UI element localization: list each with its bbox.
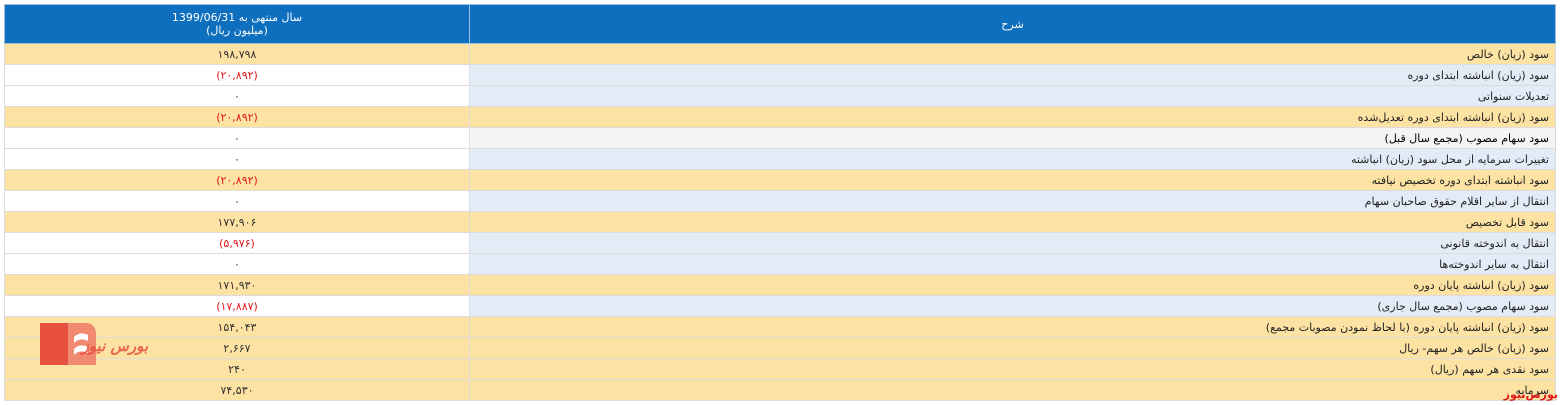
row-value: ۱۷۷,۹۰۶: [4, 211, 470, 233]
profit-distribution-table: سال منتهی به 1399/06/31 (میلیون ریال) شر…: [4, 4, 1556, 401]
row-description: سود قابل تخصیص: [469, 211, 1556, 233]
row-description: سود سهام مصوب (مجمع سال قبل): [469, 127, 1556, 149]
row-description: سود نقدی هر سهم (ریال): [469, 358, 1556, 380]
row-description: سود (زیان) انباشته پایان دوره: [469, 274, 1556, 296]
table-row: (۲۰,۸۹۲) سود (زیان) انباشته ابتدای دوره ت…: [4, 106, 1556, 128]
row-value: ۱۷۱,۹۳۰: [4, 274, 470, 296]
table-header-row: سال منتهی به 1399/06/31 (میلیون ریال) شر…: [4, 4, 1556, 44]
table-row: (۱۷,۸۸۷) سود سهام مصوب (مجمع سال جاری): [4, 295, 1556, 317]
row-description: سود (زیان) خالص هر سهم- ریال: [469, 337, 1556, 359]
value-column-header-line1: سال منتهی به 1399/06/31: [171, 11, 303, 24]
row-value: ۰: [4, 148, 470, 170]
table-row: ۲,۶۶۷ سود (زیان) خالص هر سهم- ریال: [4, 337, 1556, 359]
table-row: ۱۷۱,۹۳۰ سود (زیان) انباشته پایان دوره: [4, 274, 1556, 296]
table-row: (۵,۹۷۶) انتقال به اندوخته قانونی: [4, 232, 1556, 254]
table-row: ۱۷۷,۹۰۶ سود قابل تخصیص: [4, 211, 1556, 233]
table-row: (۲۰,۸۹۲) سود انباشته ابتدای دوره تخصیص نی…: [4, 169, 1556, 191]
table-row: (۲۰,۸۹۲) سود (زیان) انباشته ابتدای دوره: [4, 64, 1556, 86]
row-value: ۱۹۸,۷۹۸: [4, 43, 470, 65]
row-value: ۲۴۰: [4, 358, 470, 380]
row-description: سود (زیان) انباشته ابتدای دوره: [469, 64, 1556, 86]
row-value: (۲۰,۸۹۲): [4, 169, 470, 191]
table-row: ۷۴,۵۳۰ سرمایه: [4, 379, 1556, 401]
table-row: ۱۹۸,۷۹۸ سود (زیان) خالص: [4, 43, 1556, 65]
watermark-text: بورس‌نیوز: [1503, 388, 1558, 401]
row-description: تعدیلات سنواتی: [469, 85, 1556, 107]
description-column-header: شرح: [469, 4, 1556, 44]
boursenews-logo: بورس نیوز: [40, 323, 149, 365]
row-value: (۵,۹۷۶): [4, 232, 470, 254]
logo-mark-icon: [40, 323, 96, 365]
row-description: انتقال از سایر اقلام حقوق صاحبان سهام: [469, 190, 1556, 212]
row-value: ۷۴,۵۳۰: [4, 379, 470, 401]
row-description: انتقال به اندوخته قانونی: [469, 232, 1556, 254]
row-value: ۰: [4, 253, 470, 275]
row-description: سرمایه: [469, 379, 1556, 401]
value-column-header: سال منتهی به 1399/06/31 (میلیون ریال): [4, 4, 470, 44]
row-value: (۲۰,۸۹۲): [4, 106, 470, 128]
row-value: ۰: [4, 190, 470, 212]
table-row: ۰ سود سهام مصوب (مجمع سال قبل): [4, 127, 1556, 149]
row-description: سود انباشته ابتدای دوره تخصیص نیافته: [469, 169, 1556, 191]
row-description: سود (زیان) انباشته پایان دوره (با لحاظ ن…: [469, 316, 1556, 338]
row-value: ۱۵۴,۰۴۳: [4, 316, 470, 338]
row-description: انتقال به سایر اندوخته‌ها: [469, 253, 1556, 275]
table-row: ۰ انتقال به سایر اندوخته‌ها: [4, 253, 1556, 275]
table-row: ۱۵۴,۰۴۳ سود (زیان) انباشته پایان دوره (با…: [4, 316, 1556, 338]
logo-text: بورس نیوز: [80, 337, 149, 355]
table-row: ۰ تعدیلات سنواتی: [4, 85, 1556, 107]
row-value: (۱۷,۸۸۷): [4, 295, 470, 317]
value-column-header-line2: (میلیون ریال): [206, 24, 268, 37]
table-row: ۲۴۰ سود نقدی هر سهم (ریال): [4, 358, 1556, 380]
table-row: ۰ انتقال از سایر اقلام حقوق صاحبان سهام: [4, 190, 1556, 212]
row-description: سود سهام مصوب (مجمع سال جاری): [469, 295, 1556, 317]
row-value: ۰: [4, 127, 470, 149]
row-description: سود (زیان) انباشته ابتدای دوره تعدیل‌شده: [469, 106, 1556, 128]
row-value: ۲,۶۶۷: [4, 337, 470, 359]
financial-table-container: سال منتهی به 1399/06/31 (میلیون ریال) شر…: [4, 4, 1556, 401]
row-description: سود (زیان) خالص: [469, 43, 1556, 65]
table-body: ۱۹۸,۷۹۸ سود (زیان) خالص (۲۰,۸۹۲) سود (زیان)…: [4, 43, 1556, 401]
row-description: تغییرات سرمایه از محل سود (زیان) انباشته: [469, 148, 1556, 170]
row-value: ۰: [4, 85, 470, 107]
row-value: (۲۰,۸۹۲): [4, 64, 470, 86]
table-row: ۰ تغییرات سرمایه از محل سود (زیان) انباشت…: [4, 148, 1556, 170]
